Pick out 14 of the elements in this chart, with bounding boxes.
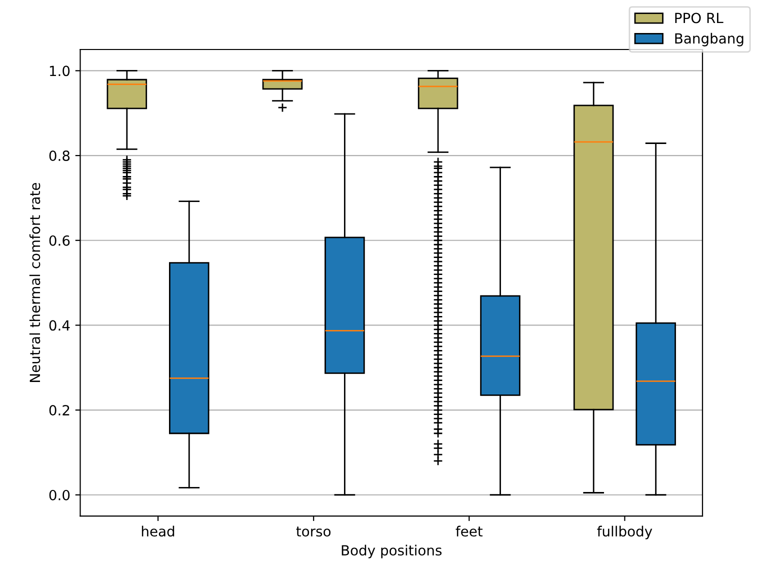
y-tick-label: 0.8 (49, 150, 70, 162)
x-axis-title: Body positions (342, 544, 442, 558)
x-tick-label: head (142, 526, 174, 537)
y-tick-label: 0.2 (49, 405, 70, 416)
y-tick-label: 0.0 (49, 490, 70, 500)
y-axis-title: Neutral thermal comfort rate (29, 182, 40, 382)
legend-label: Bangbang (675, 32, 744, 46)
y-tick-label: 0.6 (49, 235, 70, 246)
x-tick-label: fullbody (597, 526, 652, 540)
x-tick-label: feet (456, 526, 483, 537)
x-tick-label: torso (296, 526, 331, 537)
legend-label: PPO RL (675, 12, 724, 24)
y-tick-label: 0.4 (49, 320, 70, 331)
y-tick-label: 1.0 (50, 66, 70, 76)
